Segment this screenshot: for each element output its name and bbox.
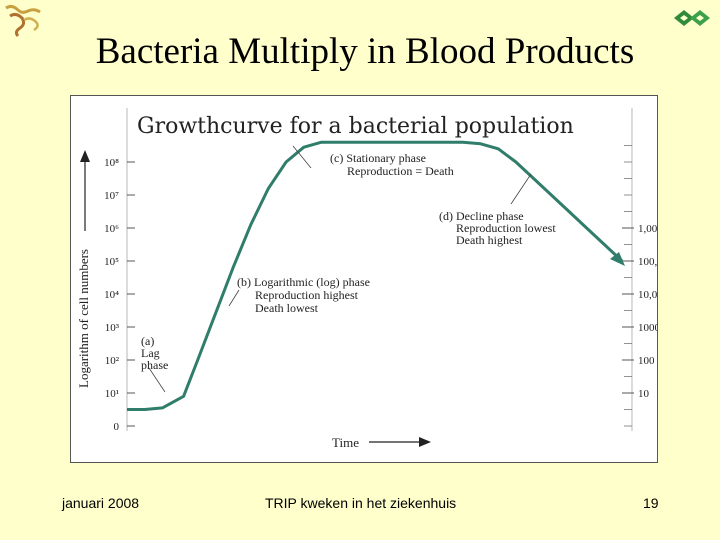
right-tick-label: 10: [638, 388, 650, 400]
footer-date: januari 2008: [62, 495, 140, 511]
right-tick-label: 1,000,000: [638, 223, 657, 235]
growth-curve-figure: Growthcurve for a bacterial population L…: [70, 95, 658, 463]
annotation-text: Reproduction = Death: [347, 164, 454, 178]
y-axis-arrowhead: [80, 150, 90, 162]
right-tick-label: 10,000: [638, 289, 657, 301]
x-axis-label: Time: [332, 435, 359, 450]
footer-page-number: 19: [643, 495, 659, 511]
annotation-pointer: [148, 367, 166, 393]
annotation-text: phase: [141, 358, 168, 372]
annotation-text: (c) Stationary phase: [330, 151, 426, 165]
annotation-text: (a): [141, 334, 154, 348]
left-tick-label: 10⁷: [104, 190, 119, 202]
x-axis-arrowhead: [419, 437, 431, 447]
left-tick-label: 10⁶: [104, 223, 119, 235]
right-tick-label: 1000: [638, 322, 657, 334]
annotation-text: Reproduction highest: [255, 288, 359, 302]
growth-curve-line: [127, 140, 624, 411]
annotation-text: (b) Logarithmic (log) phase: [237, 275, 370, 289]
right-tick-label: 100,000: [638, 256, 657, 268]
annotation-text: Reproduction lowest: [456, 221, 556, 235]
slide-title: Bacteria Multiply in Blood Products: [95, 31, 635, 72]
right-tick-label: 100: [638, 355, 655, 367]
left-tick-label: 10³: [105, 322, 120, 334]
annotation-pointer: [228, 289, 240, 307]
left-tick-label: 10¹: [105, 388, 119, 400]
curve-end-arrowhead: [610, 252, 625, 266]
growth-curve-chart: Growthcurve for a bacterial population L…: [71, 96, 657, 462]
trip-logo-icon: [670, 4, 716, 34]
annotation-pointer: [292, 145, 312, 169]
left-tick-label: 0: [114, 421, 120, 433]
left-tick-label: 10⁵: [104, 256, 119, 268]
bird-logo-icon: [2, 2, 46, 38]
left-tick-label: 10⁴: [104, 289, 119, 301]
annotation-text: Lag: [141, 346, 160, 360]
annotation-text: Death lowest: [255, 301, 319, 315]
y-axis-label: Logarithm of cell numbers: [76, 249, 91, 388]
annotation-text: Death highest: [456, 233, 523, 247]
left-tick-label: 10⁸: [104, 157, 119, 169]
annotation-text: (d) Decline phase: [439, 209, 524, 223]
annotation-pointer: [510, 173, 532, 205]
left-tick-label: 10²: [105, 355, 120, 367]
footer-center-text: TRIP kweken in het ziekenhuis: [265, 495, 457, 511]
chart-title: Growthcurve for a bacterial population: [137, 114, 574, 139]
